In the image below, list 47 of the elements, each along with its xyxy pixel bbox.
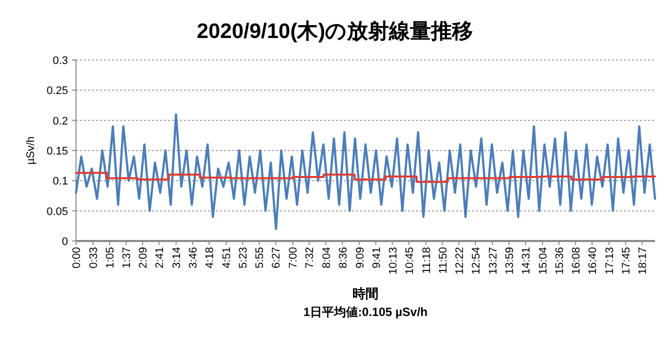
x-tick-label: 11:50 — [437, 247, 450, 274]
x-tick-label: 0:00 — [71, 247, 83, 268]
x-tick-label: 3:46 — [188, 247, 200, 268]
x-tick-label: 16:08 — [570, 247, 583, 275]
x-tick-label: 1:05 — [104, 247, 117, 268]
y-tick-label: 0.05 — [46, 206, 68, 218]
text: 1日平均値:0.105 µSv/h — [303, 305, 428, 319]
chart-title: 2020/9/10(木)の放射線量推移 — [196, 20, 474, 43]
x-tick-label: 6:27 — [270, 247, 283, 268]
x-tick-label: 2:41 — [154, 247, 166, 268]
x-tick-label: 13:27 — [487, 247, 500, 275]
x-tick-label: 12:22 — [454, 247, 466, 275]
x-tick-label: 4:51 — [221, 247, 234, 268]
x-tick-label: 14:31 — [520, 247, 532, 275]
x-tick-label: 9:09 — [354, 247, 366, 268]
y-axis-title: µSv/h — [25, 136, 37, 165]
x-tick-label: 7:00 — [288, 247, 300, 268]
x-tick-label: 12:54 — [470, 247, 482, 275]
y-tick-label: 0.1 — [52, 176, 68, 188]
x-tick-label: 0:33 — [88, 247, 100, 268]
x-tick-label: 7:32 — [304, 247, 316, 268]
y-tick-label: 0 — [62, 236, 68, 248]
x-tick-label: 17:13 — [604, 247, 616, 275]
x-tick-label: 5:23 — [238, 247, 250, 268]
x-tick-label: 16:40 — [587, 247, 600, 275]
x-tick-label: 10:45 — [404, 247, 416, 275]
x-tick-label: 10:13 — [387, 247, 400, 275]
x-tick-label: 13:59 — [504, 247, 516, 275]
x-tick-label: 4:18 — [204, 247, 216, 268]
y-tick-label: 0.25 — [46, 85, 68, 98]
y-tick-label: 0.3 — [52, 55, 68, 67]
x-tick-label: 9:41 — [370, 247, 383, 268]
x-tick-label: 18:17 — [637, 247, 650, 275]
y-tick-label: 0.15 — [46, 146, 68, 158]
x-tick-label: 8:04 — [320, 247, 333, 268]
line-series — [74, 113, 656, 230]
x-tick-label: 5:55 — [254, 247, 266, 268]
x-axis-title: 時間 — [352, 286, 378, 301]
x-tick-label: 17:45 — [620, 247, 633, 275]
x-tick-label: 2:09 — [138, 247, 150, 268]
y-tick-label: 0.2 — [52, 115, 68, 128]
x-tick-label: 15:36 — [554, 247, 566, 275]
x-tick-label: 11:18 — [420, 247, 433, 274]
x-tick-label: 1:37 — [121, 247, 134, 268]
x-tick-label: 3:14 — [171, 247, 184, 268]
x-tick-label: 15:04 — [538, 247, 550, 275]
x-tick-label: 8:36 — [337, 247, 350, 268]
